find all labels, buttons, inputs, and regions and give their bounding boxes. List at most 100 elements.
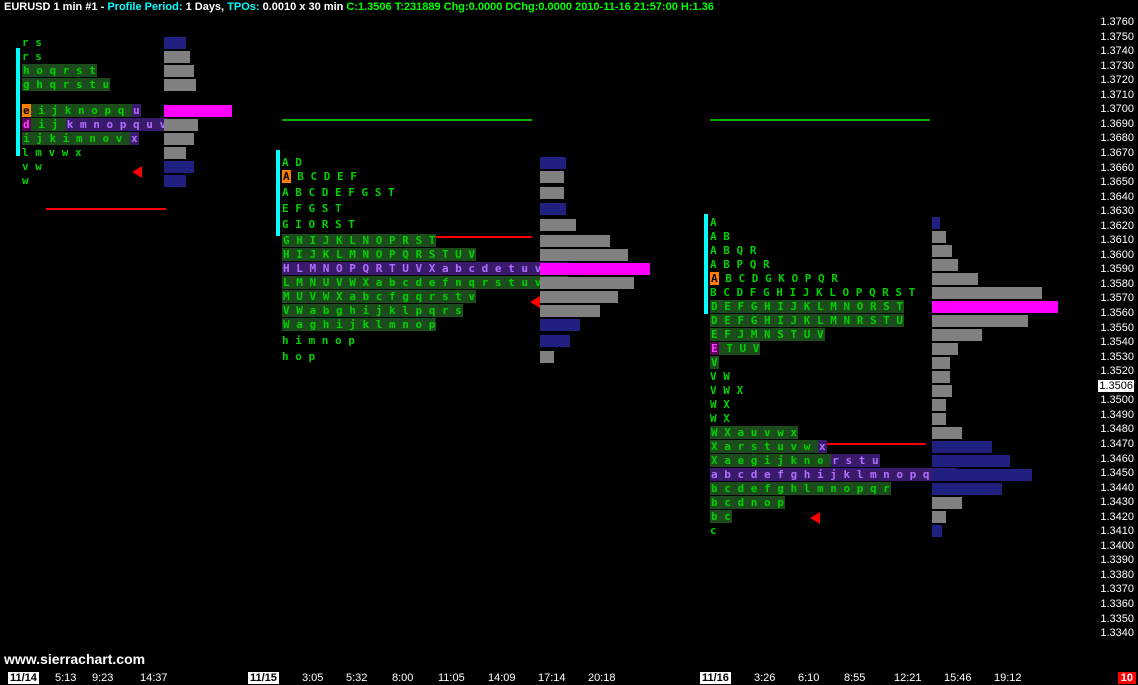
price-tick: 1.3470 [1100, 438, 1134, 450]
price-tick: 1.3610 [1100, 234, 1134, 246]
tpo-letters: V W X [710, 384, 743, 397]
volume-bar [164, 51, 190, 63]
tpo-letters: A D [282, 156, 302, 169]
tpo-letters: x [818, 440, 827, 453]
tpo-row: W X [710, 398, 730, 412]
tpo-row: V W [710, 370, 730, 384]
tpo-letters: V W a b g h i j k l p q r s [282, 304, 463, 317]
tpo-letters: A B Q R [710, 244, 756, 257]
price-axis: 1.37601.37501.37401.37301.37201.37101.37… [1076, 0, 1138, 685]
volume-bar [164, 65, 194, 77]
volume-bar [540, 219, 576, 231]
tpo-row: B C D F G H I J K L O P Q R S T [710, 286, 915, 300]
price-tick: 1.3390 [1100, 554, 1134, 566]
title-profile-label: Profile Period: [107, 1, 185, 13]
tpo-letters: W a g h i j k l m n o p [282, 318, 436, 331]
volume-bar [540, 291, 618, 303]
volume-bar [932, 231, 946, 243]
tpo-row: H I J K L M N O P Q R S T U V [282, 248, 476, 262]
tpo-row: h o q r s t [22, 64, 97, 78]
tpo-letters: B C D E F [291, 170, 357, 183]
price-tick: 1.3490 [1100, 409, 1134, 421]
volume-bar [540, 319, 580, 331]
tpo-letters: u [132, 104, 141, 117]
tpo-letters: r s [22, 50, 42, 63]
tpo-row: W a g h i j k l m n o p [282, 318, 436, 332]
tpo-letters: A [282, 170, 291, 183]
tpo-row: A B P Q R [710, 258, 770, 272]
price-tick: 1.3560 [1100, 307, 1134, 319]
tpo-letters: V W [710, 370, 730, 383]
volume-bar [540, 263, 650, 275]
tpo-letters: H I J K L M N O P Q R S T U V [282, 248, 476, 261]
tpo-row: A B Q R [710, 244, 756, 258]
volume-bar [164, 119, 198, 131]
tpo-row: X a e g i j k n o r s t u [710, 454, 880, 468]
tpo-row: V W X [710, 384, 743, 398]
time-tick: 6:10 [798, 672, 819, 684]
tpo-letters: A B C D E F G S T [282, 186, 395, 199]
volume-bar [164, 133, 194, 145]
volume-bar [932, 287, 1042, 299]
tpo-letters: T U V [719, 342, 761, 355]
price-tick: 1.3570 [1100, 292, 1134, 304]
poc-arrow-icon [132, 166, 142, 178]
volume-bar [164, 147, 186, 159]
price-tick: 1.3710 [1100, 89, 1134, 101]
price-tick: 1.3680 [1100, 132, 1134, 144]
time-tick: 11:05 [438, 672, 465, 684]
poc-arrow-icon [530, 296, 540, 308]
tpo-letters: W X a u v w x [710, 426, 798, 439]
price-tick: 1.3640 [1100, 191, 1134, 203]
tpo-row: A D [282, 156, 302, 170]
volume-bar [932, 399, 946, 411]
volume-bar [932, 329, 982, 341]
tpo-row: D E F G H I J K L M N R S T U [710, 314, 904, 328]
tpo-row: W X [710, 412, 730, 426]
tpo-row: e i j k n o p q u [22, 104, 141, 118]
tpo-letters: E [710, 342, 719, 355]
volume-bar [540, 171, 564, 183]
tpo-letters: r s t u [831, 454, 879, 467]
volume-bar [932, 511, 946, 523]
tpo-letters: e [22, 104, 31, 117]
price-tick: 1.3690 [1100, 118, 1134, 130]
tpo-row: h o p [282, 350, 315, 364]
volume-bar [932, 315, 1028, 327]
tpo-letters: X a r s t u v w [710, 440, 818, 453]
ref-line-red [46, 208, 166, 210]
watermark: www.sierrachart.com [4, 651, 145, 667]
tpo-row: L M N U V W X a b c d e f n q r s t u v … [282, 276, 569, 290]
tpo-letters: a b c d e f g h i j k l m n o p q r u [710, 468, 957, 481]
tpo-letters: L M N U V W X a b c d e f n q r s t u v … [282, 276, 569, 289]
tpo-row: M U V W X a b c f g q r s t v [282, 290, 476, 304]
volume-bar [164, 37, 186, 49]
tpo-row: g h q r s t u [22, 78, 110, 92]
price-tick: 1.3520 [1100, 365, 1134, 377]
initial-balance-bar [276, 150, 280, 236]
volume-bar [540, 249, 628, 261]
volume-bar [932, 441, 992, 453]
volume-bar [932, 427, 962, 439]
tpo-letters: G H I J K L N O P R S T [282, 234, 436, 247]
tpo-row: i j k i m n o v x [22, 132, 139, 146]
volume-bar [164, 161, 194, 173]
tpo-letters: l m v w x [22, 146, 82, 159]
price-tick: 1.3450 [1100, 467, 1134, 479]
volume-bar [540, 187, 564, 199]
volume-bar [932, 217, 940, 229]
ref-line-green [710, 119, 930, 121]
price-tick: 1.3410 [1100, 525, 1134, 537]
tpo-letters: h o p [282, 350, 315, 363]
tpo-letters: A [710, 216, 717, 229]
tpo-row: H L M N O P Q R T U V X a b c d e t u v … [282, 262, 569, 276]
price-tick: 1.3420 [1100, 511, 1134, 523]
tpo-row: v w [22, 160, 42, 174]
price-tick: 1.3620 [1100, 220, 1134, 232]
volume-bar [540, 203, 566, 215]
time-tick: 14:09 [488, 672, 516, 684]
tpo-row: G I O R S T [282, 218, 355, 232]
volume-bar [540, 335, 570, 347]
initial-balance-bar [704, 214, 708, 314]
volume-bar [540, 235, 610, 247]
